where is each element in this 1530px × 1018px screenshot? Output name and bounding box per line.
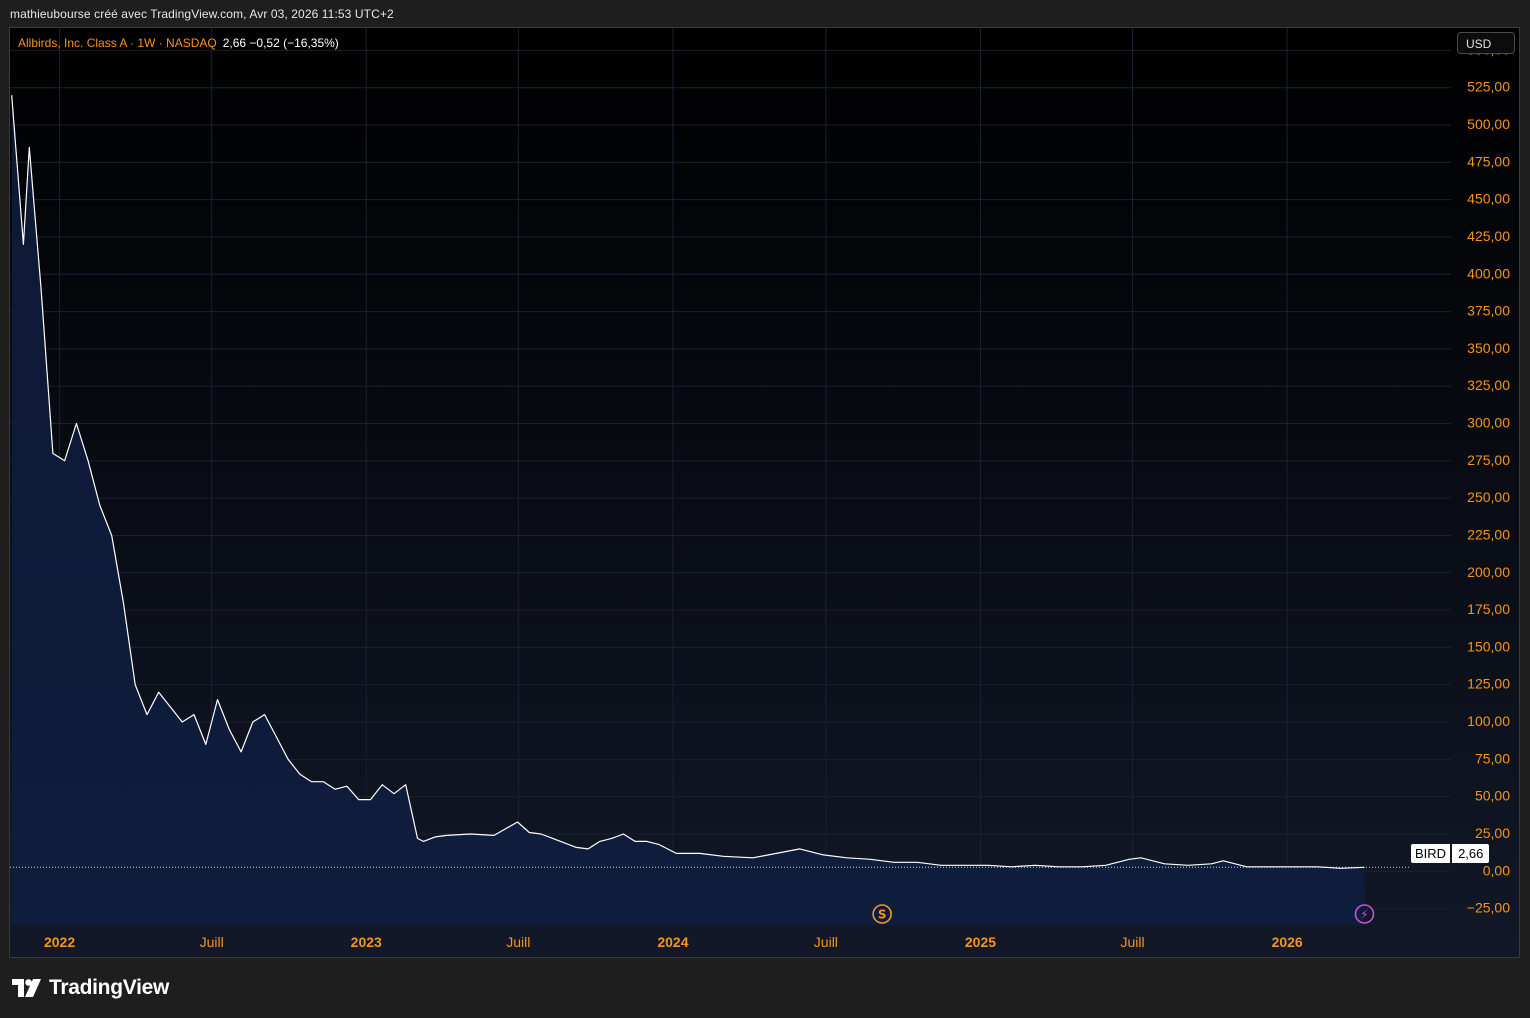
- x-tick-label: Juill: [1120, 934, 1144, 950]
- brand-name: TradingView: [49, 976, 170, 999]
- y-tick-label: 225,00: [1467, 526, 1510, 542]
- y-tick-label: −25,00: [1467, 900, 1510, 916]
- chart-panel[interactable]: −25,00 0,00 25,00 50,00 75,00 100,00 125,00 150…: [9, 27, 1520, 958]
- price-line: [10, 95, 1411, 869]
- y-tick-label: 450,00: [1467, 191, 1510, 207]
- price-chart[interactable]: −25,00 0,00 25,00 50,00 75,00 100,00 125,00 150…: [10, 28, 1520, 958]
- y-tick-label: 350,00: [1467, 340, 1510, 356]
- earnings-marker-icon: [1354, 904, 1375, 924]
- x-tick-label: Juill: [506, 934, 530, 950]
- last-price-label: BIRD 2,66: [1411, 844, 1490, 863]
- x-axis: 2022 Juill 2023 Juill 2024 Juill 2025 Juill 2026: [44, 934, 1303, 950]
- price-area: [11, 95, 1365, 925]
- y-tick-label: 125,00: [1467, 676, 1510, 692]
- y-tick-label: 175,00: [1467, 601, 1510, 617]
- y-tick-label: 525,00: [1467, 79, 1510, 95]
- currency-button[interactable]: USD: [1457, 32, 1515, 54]
- y-tick-label: 75,00: [1475, 750, 1510, 766]
- y-tick-label: 0,00: [1483, 862, 1510, 878]
- x-tick-label: 2025: [965, 934, 996, 950]
- marker-label: S: [878, 908, 887, 922]
- y-tick-label: 500,00: [1467, 116, 1510, 132]
- legend-values: 2,66 −0,52 (−16,35%): [222, 36, 339, 50]
- price-area-fill: [11, 95, 1365, 925]
- y-tick-label: 325,00: [1467, 377, 1510, 393]
- y-tick-label: 275,00: [1467, 452, 1510, 468]
- x-tick-label: Juill: [200, 934, 224, 950]
- x-tick-label: 2022: [44, 934, 75, 950]
- x-tick-label: 2024: [657, 934, 688, 950]
- x-tick-label: Juill: [814, 934, 838, 950]
- tradingview-logo-icon: [12, 979, 41, 997]
- price-line-path: [11, 95, 1365, 869]
- price-label-value: 2,66: [1452, 844, 1490, 863]
- y-tick-label: 200,00: [1467, 564, 1510, 580]
- y-tick-label: 375,00: [1467, 303, 1510, 319]
- chart-legend[interactable]: Allbirds, Inc. Class A · 1W · NASDAQ 2,66…: [18, 36, 339, 50]
- y-tick-label: 150,00: [1467, 638, 1510, 654]
- split-marker-icon: [872, 904, 892, 924]
- price-label-symbol: BIRD: [1411, 844, 1451, 863]
- y-tick-label: 50,00: [1475, 788, 1510, 804]
- y-tick-label: 250,00: [1467, 489, 1510, 505]
- y-tick-label: 300,00: [1467, 415, 1510, 431]
- marker-label: ⚡: [1360, 908, 1368, 922]
- y-tick-label: 100,00: [1467, 713, 1510, 729]
- y-tick-label: 425,00: [1467, 228, 1510, 244]
- y-tick-label: 25,00: [1475, 825, 1510, 841]
- x-tick-label: 2026: [1272, 934, 1303, 950]
- chart-credit: mathieubourse créé avec TradingView.com,…: [10, 7, 394, 21]
- x-tick-label: 2023: [351, 934, 382, 950]
- tradingview-logo[interactable]: TradingView: [12, 976, 169, 1000]
- y-tick-label: 475,00: [1467, 153, 1510, 169]
- y-tick-label: 400,00: [1467, 265, 1510, 281]
- legend-symbol: Allbirds, Inc. Class A · 1W · NASDAQ: [18, 36, 217, 50]
- event-markers: S ⚡: [872, 904, 1375, 924]
